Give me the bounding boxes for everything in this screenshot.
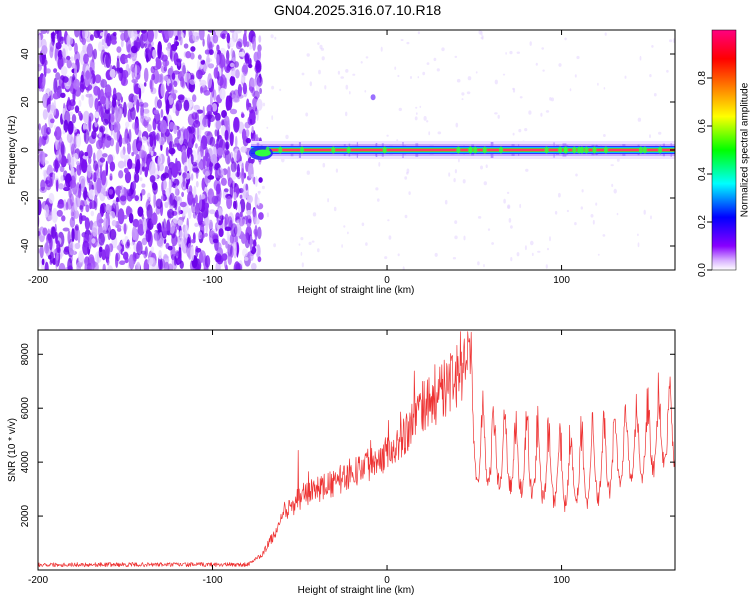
spectrogram-x-tick-label: 0 [384, 275, 390, 286]
spectrogram-area [38, 30, 675, 270]
spectrogram-y-tick-label: 0 [20, 147, 31, 153]
snr-y-tick-label: 2000 [20, 505, 31, 528]
snr-y-tick-label: 4000 [20, 451, 31, 474]
snr-x-tick-label: -100 [203, 575, 223, 586]
colorbar: 0.0 0.2 0.4 0.6 0.8 Normalized spectral ampl… [697, 29, 750, 277]
colorbar-gradient [712, 30, 736, 270]
spectrogram-x-axis: -200 -100 0 100 [28, 30, 570, 286]
colorbar-frame [711, 29, 737, 271]
carrier-band [248, 141, 675, 160]
snr-series-line [38, 331, 675, 568]
noise-region [38, 30, 675, 270]
spectrogram-x-label: Height of straight line (km) [298, 285, 415, 296]
snr-y-tick-label: 6000 [20, 397, 31, 420]
colorbar-label: Normalized spectral amplitude [740, 82, 750, 217]
spectrogram-x-tick-label: 100 [553, 275, 570, 286]
spectrogram-y-axis: -40 -20 0 20 40 [20, 48, 675, 253]
snr-x-tick-label: 0 [384, 575, 390, 586]
spectrogram-y-tick-label: 20 [20, 96, 31, 108]
snr-x-axis: -200 -100 0 100 [28, 330, 570, 586]
snr-y-tick-label: 8000 [20, 343, 31, 366]
spectrogram-y-tick-label: -40 [20, 238, 31, 253]
spectrogram-y-tick-label: 40 [20, 48, 31, 60]
colorbar-tick-label: 0.6 [697, 119, 708, 133]
snr-panel: -200 -100 0 100 2000 4000 6000 8000 Height of … [7, 329, 676, 596]
snr-frame [37, 329, 676, 571]
spectrogram-x-tick-label: -200 [28, 275, 48, 286]
spur-point [370, 94, 376, 101]
colorbar-ticks: 0.0 0.2 0.4 0.6 0.8 [697, 71, 712, 277]
spectrogram-y-label: Frequency (Hz) [7, 116, 18, 185]
figure-title: GN04.2025.316.07.10.R18 [273, 2, 442, 18]
spectrogram-y-tick-label: -20 [20, 190, 31, 205]
snr-y-axis: 2000 4000 6000 8000 [20, 343, 675, 527]
colorbar-tick-label: 0.8 [697, 71, 708, 85]
spectrogram-x-tick-label: -100 [203, 275, 223, 286]
snr-y-label: SNR (10 * v/v) [7, 418, 18, 482]
snr-x-label: Height of straight line (km) [298, 585, 415, 596]
snr-x-tick-label: 100 [553, 575, 570, 586]
colorbar-tick-label: 0.2 [697, 215, 708, 229]
snr-x-tick-label: -200 [28, 575, 48, 586]
colorbar-tick-label: 0.0 [697, 263, 708, 277]
colorbar-tick-label: 0.4 [697, 167, 708, 181]
